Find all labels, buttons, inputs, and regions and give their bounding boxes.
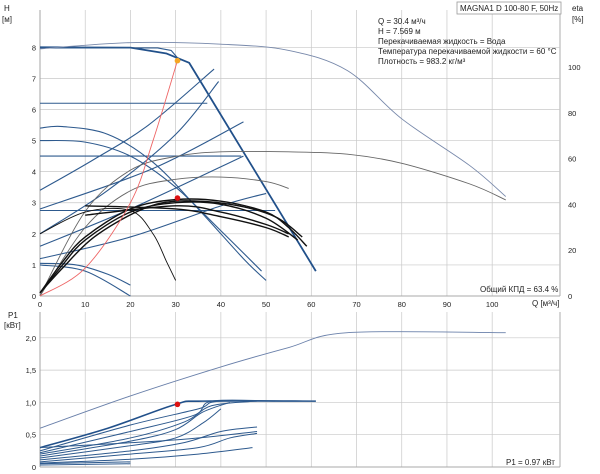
- marker-operating-point: [174, 57, 181, 64]
- x-axis-label-q: Q [м³/ч]: [532, 299, 559, 308]
- curve-black-thin-22: [39, 207, 177, 281]
- curve-max-curve-0: [39, 46, 317, 272]
- bottom-plot-curves: [39, 331, 506, 466]
- curve-proportional-8: [39, 121, 244, 210]
- power-curve-p1-at-speed-9: [39, 447, 253, 464]
- x-tick-label: 100: [486, 300, 499, 309]
- axis-tick-labels: 0 10 20 30 40 50 60 70 80 90 100012345678020406080…: [26, 43, 581, 472]
- x-tick-label: 40: [217, 300, 225, 309]
- marker-power-operating-point: [174, 401, 181, 408]
- curve-fixed-speed-13: [39, 264, 131, 297]
- power-note: P1 = 0.97 кВт: [506, 458, 555, 467]
- y-tick-label: 1: [32, 261, 36, 270]
- y-axis-label-h: H: [4, 4, 10, 13]
- x-tick-label: 60: [307, 300, 315, 309]
- y-tick-label: 5: [32, 137, 36, 146]
- p1-tick-label: 1,5: [26, 366, 36, 375]
- y-tick-label: 7: [32, 74, 36, 83]
- y-axis-label-p1: P1: [8, 311, 18, 320]
- x-tick-label: 20: [126, 300, 134, 309]
- p1-tick-label: 0: [32, 463, 36, 472]
- power-curve-p1-flat-10: [39, 430, 258, 449]
- top-plot-grid: [39, 10, 561, 297]
- curve-proportional-6: [39, 155, 244, 247]
- y2-tick-label: 0: [568, 292, 572, 301]
- x-tick-label: 50: [262, 300, 270, 309]
- chart-title: MAGNA1 D 100-80 F, 50Hz: [460, 4, 558, 13]
- y2-axis-label-eta: eta: [572, 4, 584, 13]
- curve-black-bundle-21: [85, 205, 289, 238]
- p1-tick-label: 0,5: [26, 431, 36, 440]
- y-tick-label: 0: [32, 292, 36, 301]
- curve-fixed-speed-11: [39, 139, 262, 272]
- curve-fixed-speed-10: [39, 125, 267, 281]
- info-line-q: Q = 30.4 м³/ч: [378, 17, 426, 26]
- curve-black-bundle-20: [85, 205, 289, 235]
- x-tick-label: 70: [352, 300, 360, 309]
- curve-eta-max-14: [39, 150, 506, 297]
- bottom-plot-grid: [39, 312, 561, 468]
- y2-tick-label: 20: [568, 246, 576, 255]
- x-tick-label: 90: [443, 300, 451, 309]
- power-curve-p1-flat-11: [39, 461, 131, 465]
- p1-tick-label: 1,0: [26, 398, 36, 407]
- power-curve-p1-at-speed-8: [39, 432, 258, 463]
- title-box: [456, 1, 562, 15]
- curve-constant-pressure-1: [40, 47, 181, 62]
- info-line-density: Плотность = 983.2 кг/м³: [378, 57, 466, 66]
- power-curve-p1-at-speed-6: [39, 408, 222, 459]
- y-axis-unit-p1: [кВт]: [4, 321, 21, 330]
- y-tick-label: 4: [32, 168, 36, 177]
- y2-tick-label: 80: [568, 109, 576, 118]
- y-tick-label: 6: [32, 105, 36, 114]
- marker-eta-point: [174, 195, 181, 201]
- x-tick-label: 10: [81, 300, 89, 309]
- y2-tick-label: 60: [568, 155, 576, 164]
- x-tick-label: 30: [171, 300, 179, 309]
- power-curve-p1-at-speed-3: [39, 399, 276, 454]
- info-line-liquid: Перекачиваемая жидкость = Вода: [378, 37, 506, 46]
- x-tick-label: 80: [398, 300, 406, 309]
- curve-black-bundle-19: [39, 200, 303, 294]
- y2-tick-label: 100: [568, 63, 581, 72]
- y2-axis-unit-eta: [%]: [572, 15, 584, 24]
- info-line-h: H = 7.569 м: [378, 27, 421, 36]
- y-tick-label: 8: [32, 43, 36, 52]
- curve-h-max-outer-16: [39, 41, 507, 197]
- top-plot-curves: [39, 41, 507, 297]
- curve-system-curve-23: [39, 60, 178, 297]
- curve-proportional-7: [39, 68, 215, 191]
- power-curve-p1-at-speed-7: [39, 426, 258, 461]
- info-line-temperature: Температура перекачиваемой жидкости = 60…: [378, 47, 557, 56]
- y-tick-label: 3: [32, 199, 36, 208]
- x-tick-label: 0: [38, 300, 42, 309]
- efficiency-note: Общий КПД = 63.4 %: [480, 285, 558, 294]
- power-curve-p1-at-speed-5: [39, 401, 231, 457]
- curve-black-bundle-18: [39, 201, 299, 294]
- power-curve-p1-max-0: [39, 331, 506, 429]
- power-curve-p1-flat-12: [39, 463, 131, 466]
- y2-tick-label: 40: [568, 200, 576, 209]
- y-tick-label: 2: [32, 230, 36, 239]
- y-axis-unit-h: [м]: [2, 15, 12, 24]
- curve-eta-at-speed-15: [39, 176, 289, 297]
- curve-proportional-9: [39, 192, 267, 260]
- p1-tick-label: 2,0: [26, 334, 36, 343]
